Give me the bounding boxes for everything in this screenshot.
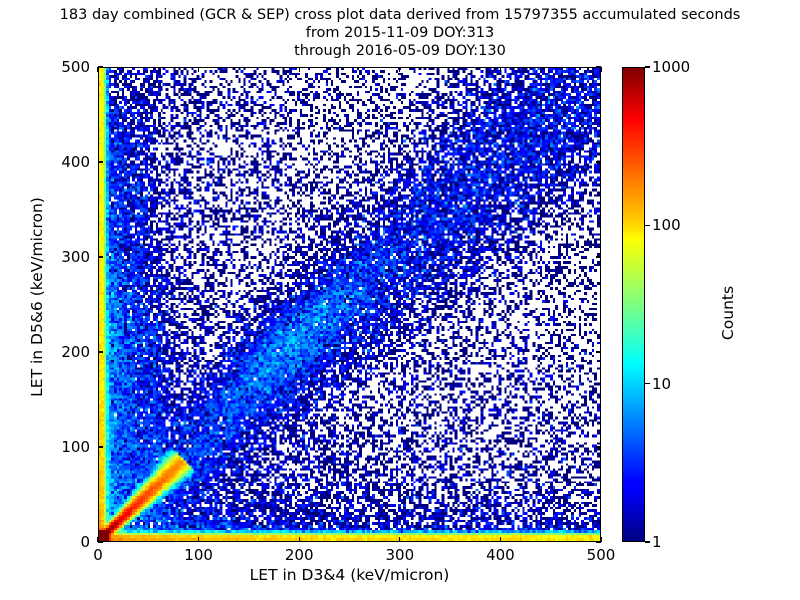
y-tick-mark-right (596, 256, 601, 258)
colorbar-tick-mark (645, 66, 650, 68)
y-tick-label: 100 (61, 438, 90, 456)
x-tick-label: 500 (586, 546, 616, 564)
colorbar-tick-label: 1000 (652, 58, 691, 76)
x-tick-label: 0 (93, 546, 103, 564)
colorbar-label: Counts (719, 285, 737, 341)
y-tick-mark-right (596, 161, 601, 163)
colorbar-tick-mark (645, 382, 650, 385)
y-tick-mark (98, 541, 103, 543)
y-tick-label: 200 (61, 343, 90, 361)
title-line-2: from 2015-11-09 DOY:313 (305, 25, 495, 41)
x-tick-label: 300 (385, 546, 415, 564)
y-tick-mark (98, 351, 103, 353)
x-tick-mark (197, 537, 200, 542)
x-tick-mark (600, 537, 602, 542)
y-tick-label: 300 (61, 248, 90, 266)
colorbar[interactable] (622, 67, 645, 542)
x-tick-label: 100 (184, 546, 213, 564)
x-tick-mark-top (97, 67, 99, 72)
x-tick-mark-top (499, 67, 502, 72)
colorbar-tick-label: 10 (652, 374, 672, 393)
plot-area[interactable] (98, 67, 601, 542)
y-tick-mark (98, 161, 103, 163)
x-tick-label: 400 (486, 546, 515, 564)
chart-title: 183 day combined (GCR & SEP) cross plot … (0, 6, 800, 60)
y-tick-mark-right (596, 541, 601, 543)
y-axis-label: LET in D5&6 (keV/micron) (28, 197, 46, 397)
y-tick-mark (98, 446, 103, 448)
y-tick-label: 400 (61, 153, 90, 171)
y-tick-mark-right (596, 446, 601, 448)
x-tick-mark (499, 537, 502, 542)
title-line-3: through 2016-05-09 DOY:130 (294, 43, 506, 59)
x-tick-mark (399, 537, 401, 542)
colorbar-tick-label: 1 (652, 533, 662, 551)
x-tick-mark (97, 537, 99, 542)
y-tick-mark-right (596, 351, 601, 353)
density-heatmap (99, 68, 600, 541)
title-line-1: 183 day combined (GCR & SEP) cross plot … (59, 7, 741, 23)
x-tick-mark-top (399, 67, 401, 72)
x-tick-mark (298, 537, 300, 542)
x-tick-mark-top (600, 67, 602, 72)
x-tick-label: 200 (284, 546, 314, 564)
colorbar-tick-mark (645, 541, 650, 543)
x-tick-mark-top (197, 67, 200, 72)
y-tick-mark-right (596, 66, 601, 68)
x-axis-label: LET in D3&4 (keV/micron) (249, 566, 450, 584)
y-tick-mark (98, 256, 103, 258)
y-tick-label: 0 (80, 533, 90, 551)
x-tick-mark-top (298, 67, 300, 72)
y-tick-label: 500 (61, 58, 90, 76)
colorbar-tick-mark (645, 224, 650, 227)
colorbar-tick-label: 100 (652, 216, 681, 235)
colorbar-gradient (622, 67, 645, 542)
y-tick-mark (98, 66, 103, 68)
